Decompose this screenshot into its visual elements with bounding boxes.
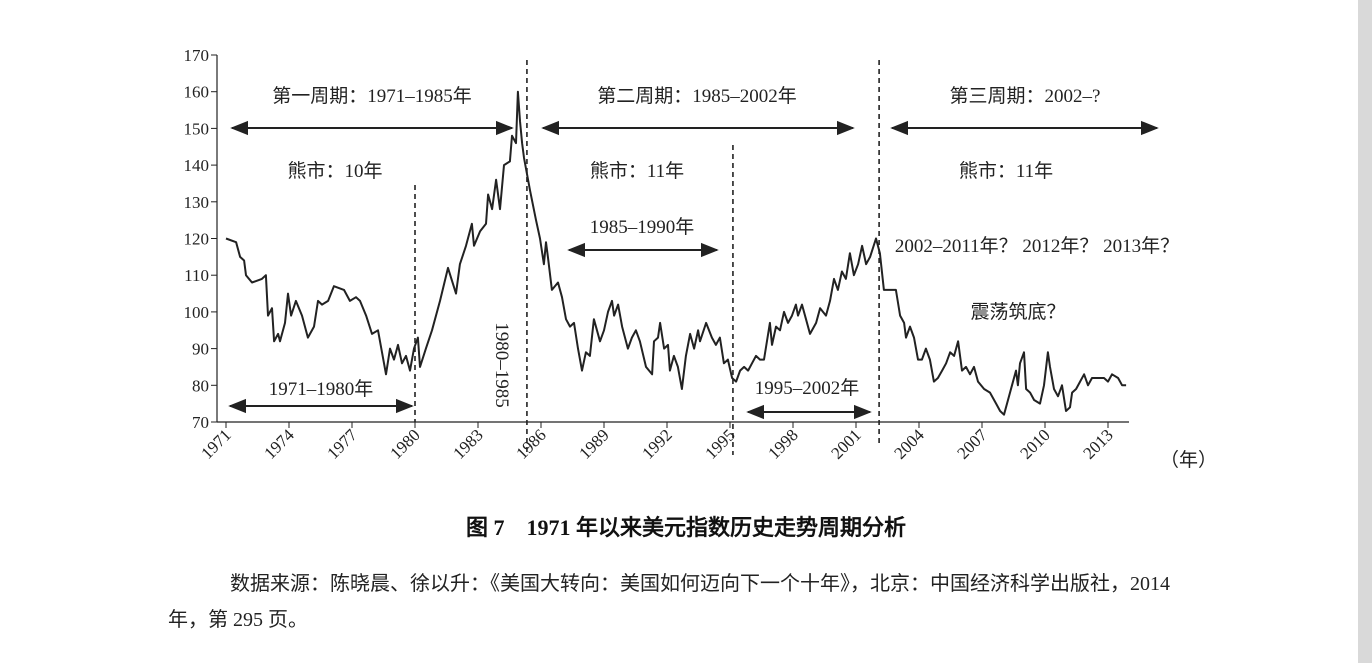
x-tick-label: 1977 bbox=[323, 425, 361, 463]
x-tick-label: 1983 bbox=[449, 425, 486, 462]
source-note: 数据来源：陈晓晨、徐以升：《美国大转向：美国如何迈向下一个十年》，北京：中国经济… bbox=[168, 573, 1170, 631]
x-tick-label: 1992 bbox=[638, 425, 675, 462]
annotation: 熊市：11年 bbox=[959, 160, 1053, 182]
x-tick-label: 2010 bbox=[1016, 425, 1053, 462]
data-line bbox=[225, 90, 1127, 416]
annotation: 第二周期：1985–2002年 bbox=[597, 85, 797, 107]
y-tick-label: 80 bbox=[192, 376, 209, 395]
x-tick-label: 1986 bbox=[512, 425, 549, 462]
x-axis-label: （年） bbox=[1160, 449, 1217, 471]
y-tick-label: 120 bbox=[184, 230, 210, 249]
x-tick-label: 1980 bbox=[386, 425, 423, 462]
x-tick-label: 1974 bbox=[260, 425, 298, 463]
x-tick-label: 2004 bbox=[890, 425, 928, 463]
annotation: 震荡筑底？ bbox=[970, 301, 1065, 323]
y-tick-label: 140 bbox=[184, 156, 210, 175]
x-tick-label: 1989 bbox=[575, 425, 612, 462]
y-tick-label: 90 bbox=[192, 340, 209, 359]
x-tick-label: 2001 bbox=[827, 425, 864, 462]
page-edge bbox=[1358, 0, 1372, 663]
x-tick-label: 2013 bbox=[1079, 425, 1116, 462]
annotation: 第三周期：2002–? bbox=[950, 85, 1101, 107]
annotation: 第一周期：1971–1985年 bbox=[272, 85, 472, 107]
annotation: 熊市：11年 bbox=[590, 160, 684, 182]
y-tick-label: 70 bbox=[192, 413, 209, 432]
x-tick-label: 1998 bbox=[764, 425, 801, 462]
y-tick-label: 150 bbox=[184, 119, 210, 138]
annotation: 1995–2002年 bbox=[755, 377, 860, 399]
x-tick-label: 2007 bbox=[953, 425, 991, 463]
y-tick-label: 110 bbox=[184, 266, 209, 285]
caption: 图 7 1971 年以来美元指数历史走势周期分析 bbox=[465, 515, 906, 540]
y-tick-label: 170 bbox=[184, 46, 210, 65]
annotation: 2002–2011年？ 2012年？ 2013年？ bbox=[895, 235, 1179, 257]
y-tick-label: 100 bbox=[184, 303, 210, 322]
annotation: 1971–1980年 bbox=[269, 378, 374, 400]
annotation: 1980–1985 bbox=[491, 322, 512, 408]
y-tick-label: 130 bbox=[184, 193, 210, 212]
annotation: 熊市：10年 bbox=[287, 160, 382, 182]
annotation: 1985–1990年 bbox=[590, 216, 695, 238]
y-tick-label: 160 bbox=[184, 83, 210, 102]
